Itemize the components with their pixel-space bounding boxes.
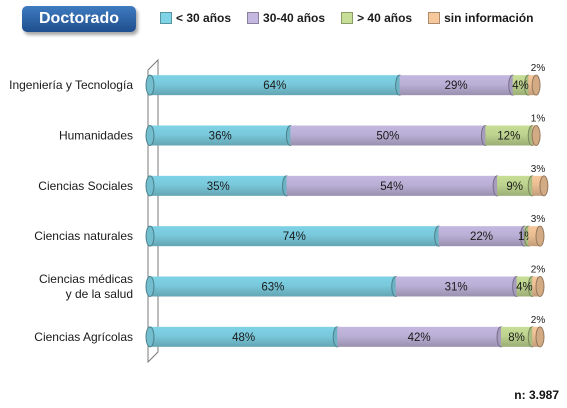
data-label-1-1: 50% <box>376 131 399 143</box>
bar-segment-4-1 <box>395 276 517 297</box>
bar-segment-0-1 <box>399 75 513 96</box>
legend-item-3: sin información <box>428 11 533 25</box>
legend-label-3: sin información <box>444 11 534 25</box>
bar-cap-4-3 <box>535 276 545 297</box>
data-label-1-3: 1% <box>531 114 546 125</box>
axis-wall <box>147 58 159 364</box>
bar-start-cap-1 <box>145 125 155 146</box>
data-label-4-3: 2% <box>531 265 546 276</box>
data-label-4-2: 4% <box>516 282 533 294</box>
legend-swatch-3 <box>428 12 441 24</box>
legend-label-2: > 40 años <box>357 11 413 25</box>
category-label-2: Ciencias Sociales <box>38 179 133 193</box>
data-label-5-1: 42% <box>408 332 431 344</box>
bar-start-cap-4 <box>145 276 155 297</box>
bar-cap-3-3 <box>535 225 545 247</box>
bar-segment-5-1 <box>337 326 501 347</box>
legend-item-1: 30-40 años <box>247 11 325 25</box>
data-label-5-3: 2% <box>531 315 546 326</box>
bar-start-cap-0 <box>145 74 155 96</box>
data-label-2-0: 35% <box>207 181 230 193</box>
bar-segment-5-0 <box>150 326 338 347</box>
sample-size-note: n: 3.987 <box>514 388 559 402</box>
bar-start-cap-2 <box>145 175 155 197</box>
category-label-3: Ciencias naturales <box>34 229 133 243</box>
data-label-1-2: 12% <box>497 131 520 143</box>
data-label-2-3: 3% <box>531 164 546 175</box>
data-label-5-0: 48% <box>232 332 255 344</box>
bar-segment-1-2 <box>485 125 533 146</box>
chart-title: Doctorado <box>22 6 136 32</box>
bar-segment-3-3 <box>528 226 540 247</box>
data-label-0-3: 2% <box>531 63 546 74</box>
legend-swatch-2 <box>341 12 354 24</box>
bar-segment-4-0 <box>150 276 396 297</box>
data-label-1-0: 36% <box>209 131 232 143</box>
bar-segment-2-0 <box>150 175 287 196</box>
data-label-5-2: 8% <box>508 332 525 344</box>
data-label-4-0: 63% <box>261 282 284 294</box>
category-label-1: Humanidades <box>59 129 133 143</box>
legend-swatch-0 <box>160 12 172 24</box>
data-label-0-1: 29% <box>445 80 468 92</box>
legend-label-1: 30-40 años <box>263 11 326 25</box>
data-label-2-2: 9% <box>506 181 523 193</box>
data-label-0-2: 4% <box>512 80 529 92</box>
legend-item-0: < 30 años <box>160 11 231 25</box>
category-label-5: Ciencias Agrícolas <box>34 330 133 344</box>
legend: < 30 años 30-40 años > 40 años sin informac… <box>160 9 549 27</box>
data-label-3-0: 74% <box>283 231 306 243</box>
bar-segment-1-1 <box>290 125 486 146</box>
legend-label-0: < 30 años <box>176 11 232 25</box>
bar-segment-3-0 <box>150 226 439 247</box>
bar-segment-5-2 <box>501 326 533 347</box>
category-label-0: Ingeniería y Tecnología <box>9 78 133 92</box>
data-label-3-3: 3% <box>531 214 546 225</box>
bar-start-cap-3 <box>145 225 155 247</box>
bar-cap-1-3 <box>531 125 541 146</box>
data-label-3-1: 22% <box>470 231 493 243</box>
bar-cap-0-3 <box>531 74 541 96</box>
legend-swatch-1 <box>247 12 260 24</box>
bar-segment-0-0 <box>150 75 400 96</box>
bar-segment-2-3 <box>532 175 544 196</box>
bar-start-cap-5 <box>145 326 155 348</box>
bar-cap-5-3 <box>535 326 545 348</box>
bar-segment-3-1 <box>438 226 525 247</box>
category-label-4: Ciencias médicas y de la salud <box>39 272 133 301</box>
bar-segment-2-1 <box>286 175 498 196</box>
data-label-0-0: 64% <box>263 80 286 92</box>
bar-cap-2-3 <box>539 175 549 197</box>
bar-segment-1-0 <box>150 125 291 146</box>
bar-segment-2-2 <box>497 175 533 196</box>
legend-item-2: > 40 años <box>341 11 412 25</box>
data-label-4-1: 31% <box>445 282 468 294</box>
data-label-2-1: 54% <box>380 181 403 193</box>
